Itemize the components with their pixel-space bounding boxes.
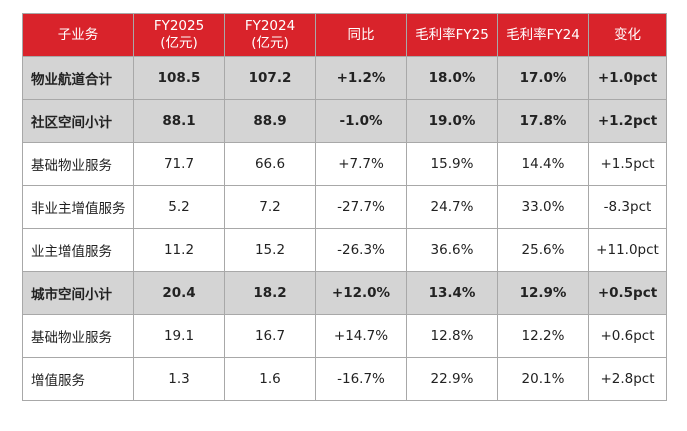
yoy-value: +12.0% <box>315 271 407 315</box>
yoy-value: -16.7% <box>315 357 407 401</box>
header-row: 子业务 FY2025 (亿元) FY2024 (亿元) 同比 毛利率FY25 毛利率… <box>22 13 667 57</box>
change-value: +1.5pct <box>588 142 667 186</box>
change-value: +11.0pct <box>588 228 667 272</box>
fy2024-value: 107.2 <box>224 56 316 100</box>
row-label: 基础物业服务 <box>22 142 134 186</box>
header-sub-business: 子业务 <box>22 13 134 57</box>
table-row: 物业航道合计 108.5 107.2 +1.2% 18.0% 17.0% +1.… <box>22 56 667 100</box>
change-value: +0.5pct <box>588 271 667 315</box>
row-label: 增值服务 <box>22 357 134 401</box>
header-gross-margin-fy24: 毛利率FY24 <box>497 13 589 57</box>
margin-fy25-value: 36.6% <box>406 228 498 272</box>
header-yoy: 同比 <box>315 13 407 57</box>
margin-fy24-value: 17.0% <box>497 56 589 100</box>
margin-fy24-value: 33.0% <box>497 185 589 229</box>
margin-fy25-value: 24.7% <box>406 185 498 229</box>
margin-fy24-value: 20.1% <box>497 357 589 401</box>
row-label: 业主增值服务 <box>22 228 134 272</box>
margin-fy25-value: 22.9% <box>406 357 498 401</box>
table-row: 社区空间小计 88.1 88.9 -1.0% 19.0% 17.8% +1.2p… <box>22 99 667 143</box>
change-value: -8.3pct <box>588 185 667 229</box>
table-row: 城市空间小计 20.4 18.2 +12.0% 13.4% 12.9% +0.5… <box>22 271 667 315</box>
fy2024-value: 66.6 <box>224 142 316 186</box>
fy2025-value: 20.4 <box>133 271 225 315</box>
margin-fy25-value: 19.0% <box>406 99 498 143</box>
fy2025-value: 19.1 <box>133 314 225 358</box>
fy2024-value: 1.6 <box>224 357 316 401</box>
margin-fy24-value: 14.4% <box>497 142 589 186</box>
margin-fy24-value: 12.2% <box>497 314 589 358</box>
fy2025-value: 5.2 <box>133 185 225 229</box>
margin-fy24-value: 17.8% <box>497 99 589 143</box>
fy2024-value: 88.9 <box>224 99 316 143</box>
yoy-value: +1.2% <box>315 56 407 100</box>
fy2024-value: 15.2 <box>224 228 316 272</box>
yoy-value: -26.3% <box>315 228 407 272</box>
margin-fy24-value: 12.9% <box>497 271 589 315</box>
change-value: +2.8pct <box>588 357 667 401</box>
change-value: +1.0pct <box>588 56 667 100</box>
fy2025-value: 1.3 <box>133 357 225 401</box>
margin-fy24-value: 25.6% <box>497 228 589 272</box>
row-label: 物业航道合计 <box>22 56 134 100</box>
table-row: 增值服务 1.3 1.6 -16.7% 22.9% 20.1% +2.8pct <box>22 357 667 401</box>
header-fy2024: FY2024 (亿元) <box>224 13 316 57</box>
yoy-value: +7.7% <box>315 142 407 186</box>
header-gross-margin-fy25: 毛利率FY25 <box>406 13 498 57</box>
margin-fy25-value: 15.9% <box>406 142 498 186</box>
fy2024-value: 7.2 <box>224 185 316 229</box>
table-row: 非业主增值服务 5.2 7.2 -27.7% 24.7% 33.0% -8.3p… <box>22 185 667 229</box>
row-label: 非业主增值服务 <box>22 185 134 229</box>
table-row: 业主增值服务 11.2 15.2 -26.3% 36.6% 25.6% +11.… <box>22 228 667 272</box>
yoy-value: -1.0% <box>315 99 407 143</box>
fy2025-value: 108.5 <box>133 56 225 100</box>
fy2024-value: 18.2 <box>224 271 316 315</box>
fy2025-value: 71.7 <box>133 142 225 186</box>
margin-fy25-value: 18.0% <box>406 56 498 100</box>
change-value: +0.6pct <box>588 314 667 358</box>
yoy-value: -27.7% <box>315 185 407 229</box>
margin-fy25-value: 13.4% <box>406 271 498 315</box>
table-header: 子业务 FY2025 (亿元) FY2024 (亿元) 同比 毛利率FY25 毛利率… <box>22 13 667 57</box>
row-label: 城市空间小计 <box>22 271 134 315</box>
row-label: 社区空间小计 <box>22 99 134 143</box>
table-body: 物业航道合计 108.5 107.2 +1.2% 18.0% 17.0% +1.… <box>22 56 667 401</box>
segment-table: 子业务 FY2025 (亿元) FY2024 (亿元) 同比 毛利率FY25 毛利率… <box>22 13 667 401</box>
fy2024-value: 16.7 <box>224 314 316 358</box>
margin-fy25-value: 12.8% <box>406 314 498 358</box>
fy2025-value: 88.1 <box>133 99 225 143</box>
yoy-value: +14.7% <box>315 314 407 358</box>
change-value: +1.2pct <box>588 99 667 143</box>
header-change: 变化 <box>588 13 667 57</box>
fy2025-value: 11.2 <box>133 228 225 272</box>
header-fy2025: FY2025 (亿元) <box>133 13 225 57</box>
table-row: 基础物业服务 71.7 66.6 +7.7% 15.9% 14.4% +1.5p… <box>22 142 667 186</box>
row-label: 基础物业服务 <box>22 314 134 358</box>
table-row: 基础物业服务 19.1 16.7 +14.7% 12.8% 12.2% +0.6… <box>22 314 667 358</box>
